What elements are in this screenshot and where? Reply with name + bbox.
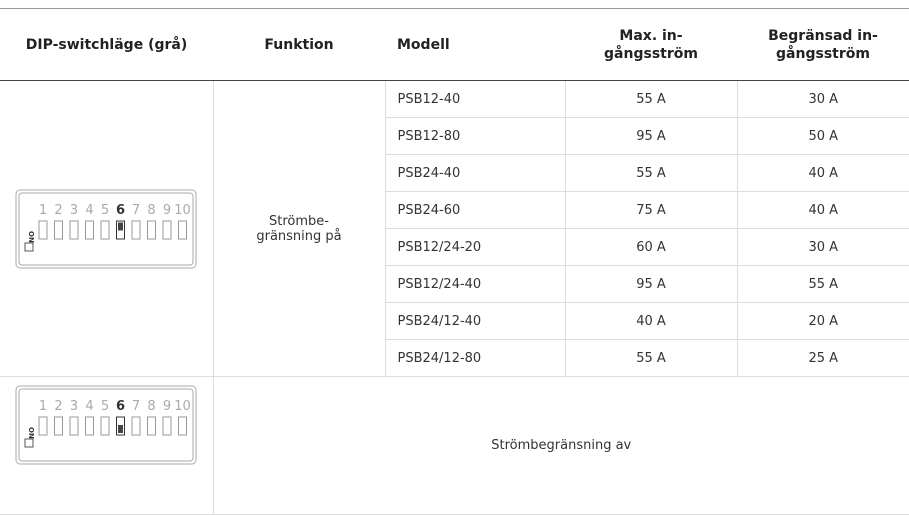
switch-number: 3 <box>70 399 78 414</box>
switch-number: 5 <box>101 203 109 218</box>
dip-cell: ON 1 2 3 4 5 6 7 8 9 10 <box>0 80 214 377</box>
dip-switch-icon: ON 1 2 3 4 5 6 7 8 9 10 <box>15 385 197 465</box>
model-cell: PSB12/24-20 <box>385 228 566 266</box>
model-cell: PSB24/12-80 <box>385 339 566 377</box>
switch-slot <box>147 220 157 239</box>
function-cell: Strömbe- gränsning på <box>212 80 386 377</box>
spec-table: DIP-switchläge (grå) Funktion Modell Max. i… <box>0 8 909 515</box>
model-cell: PSB24-40 <box>385 154 566 192</box>
table-row: ON 1 2 3 4 5 6 7 8 9 10 Strömbe- gränsning på PSB12-… <box>0 80 909 377</box>
value-cell: 95 A <box>564 117 738 155</box>
switch-number: 9 <box>163 203 171 218</box>
switch-slot <box>162 416 172 436</box>
header-row: DIP-switchläge (grå) Funktion Modell Max. i… <box>0 8 909 81</box>
switch-slot <box>131 220 141 239</box>
value-cell: 30 A <box>736 228 909 266</box>
switch-slot <box>85 416 95 436</box>
column-header: DIP-switchläge (grå) <box>0 8 213 81</box>
switch-slot <box>69 416 79 436</box>
value-cell: 40 A <box>564 302 738 340</box>
dip-switch-icon: ON 1 2 3 4 5 6 7 8 9 10 <box>15 189 197 268</box>
switch-slot <box>38 220 48 239</box>
table-body: ON 1 2 3 4 5 6 7 8 9 10 Strömbe- gränsning på PSB12-… <box>0 80 909 515</box>
switch-slot <box>162 220 172 239</box>
switch-number: 4 <box>86 203 94 218</box>
switch-slot <box>100 416 110 436</box>
switch-slot <box>178 416 188 436</box>
column-header: Max. in- gångsström <box>565 8 737 81</box>
page: DIP-switchläge (grå) Funktion Modell Max. i… <box>0 8 909 515</box>
switch-slot <box>54 416 64 436</box>
switch-slot <box>54 220 64 239</box>
switch-number: 2 <box>55 203 63 218</box>
on-label: ON <box>27 231 35 243</box>
switch-slot <box>147 416 157 436</box>
switch-number: 3 <box>70 203 78 218</box>
table-row: PSB12/24-20 60 A 30 A <box>0 228 909 266</box>
value-cell: 95 A <box>564 265 738 303</box>
switch-slot <box>178 220 188 239</box>
value-cell: 20 A <box>736 302 909 340</box>
switch-number: 6 <box>116 399 125 414</box>
switch-number: 8 <box>148 203 156 218</box>
value-cell: 55 A <box>736 265 909 303</box>
switch-number: 8 <box>148 399 156 414</box>
table-row: ON 1 2 3 4 5 6 7 8 9 10 Strömbegränsning av <box>0 376 909 515</box>
value-cell: 40 A <box>736 191 909 229</box>
value-cell: 50 A <box>736 117 909 155</box>
on-box <box>24 242 34 251</box>
switch-number: 6 <box>116 203 125 218</box>
switch-number: 10 <box>174 399 191 414</box>
switch-knob <box>118 222 124 230</box>
frame <box>15 189 197 268</box>
switch-slot <box>38 416 48 436</box>
on-box <box>24 438 34 448</box>
value-cell: 55 A <box>564 339 738 377</box>
column-header: Begränsad in- gångsström <box>737 8 909 81</box>
switch-knob <box>118 425 124 433</box>
switch-slot <box>100 220 110 239</box>
value-cell: 75 A <box>564 191 738 229</box>
column-header: Modell <box>385 8 565 81</box>
switch-number: 4 <box>86 399 94 414</box>
switch-slot <box>69 220 79 239</box>
frame <box>15 385 197 465</box>
model-cell: PSB12-80 <box>385 117 566 155</box>
frame <box>18 388 194 462</box>
frame <box>18 192 194 265</box>
switch-number: 2 <box>55 399 63 414</box>
switch-number: 10 <box>174 203 191 218</box>
table-row: PSB12/24-40 95 A 55 A <box>0 265 909 303</box>
table-row: PSB24/12-80 55 A 25 A <box>0 339 909 377</box>
value-cell: 60 A <box>564 228 738 266</box>
model-cell: PSB24-60 <box>385 191 566 229</box>
switch-number: 7 <box>132 203 140 218</box>
switch-number: 1 <box>39 399 47 414</box>
switch-number: 1 <box>39 203 47 218</box>
table-row: PSB24/12-40 40 A 20 A <box>0 302 909 340</box>
switch-number: 9 <box>163 399 171 414</box>
dip-cell: ON 1 2 3 4 5 6 7 8 9 10 <box>0 376 214 515</box>
value-cell: 55 A <box>564 80 738 118</box>
value-cell: 55 A <box>564 154 738 192</box>
model-cell: PSB24/12-40 <box>385 302 566 340</box>
value-cell: 25 A <box>736 339 909 377</box>
on-label: ON <box>27 427 35 439</box>
function-cell: Strömbegränsning av <box>212 376 909 515</box>
value-cell: 30 A <box>736 80 909 118</box>
column-header: Funktion <box>213 8 385 81</box>
model-cell: PSB12-40 <box>384 80 566 118</box>
value-cell: 40 A <box>736 154 909 192</box>
model-cell: PSB12/24-40 <box>385 265 566 303</box>
switch-number: 5 <box>101 399 109 414</box>
switch-slot <box>85 220 95 239</box>
switch-slot <box>131 416 141 436</box>
switch-number: 7 <box>132 399 140 414</box>
